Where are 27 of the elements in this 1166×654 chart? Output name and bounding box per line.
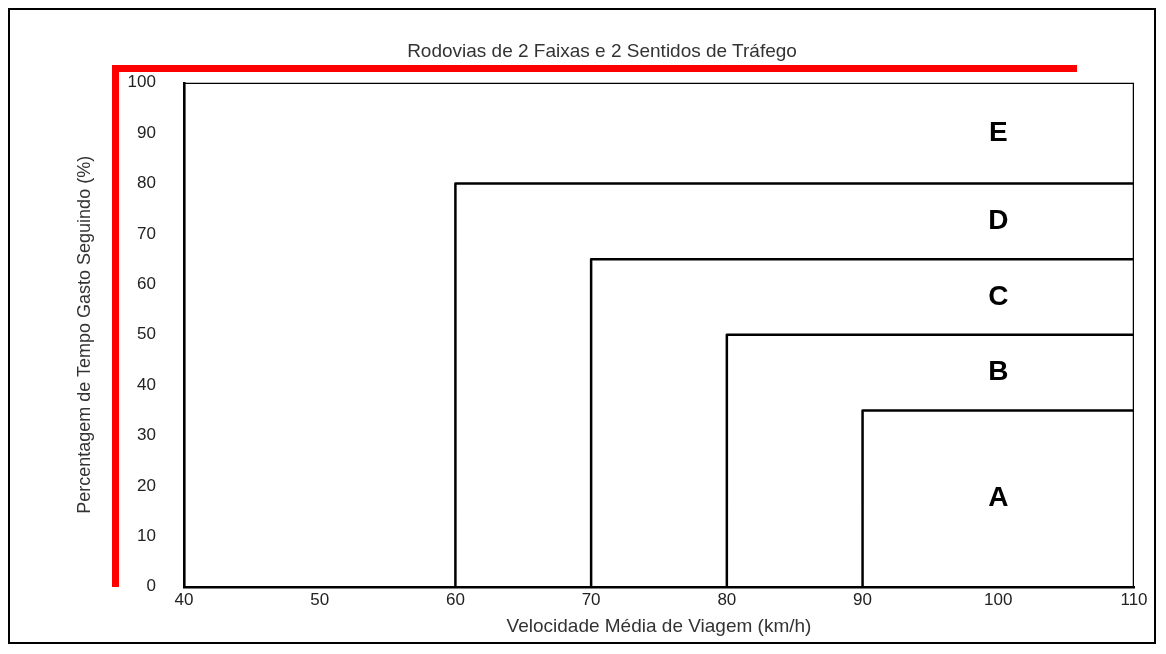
y-tick-label: 90 [137,122,156,142]
x-tick-label: 110 [1120,589,1148,609]
annotation: D [988,204,1009,236]
y-tick-label: 20 [137,475,156,495]
y-tick-label: 60 [137,274,156,294]
y-tick-label: 10 [137,526,156,546]
annotation: E [988,115,1008,147]
x-tick-label: 70 [581,589,601,609]
x-tick-label: 60 [445,589,465,609]
y-tick-label: 0 [146,576,156,596]
x-tick-label: 40 [174,589,194,609]
x-axis-title: Velocidade Média de Viagem (km/h) [506,614,812,636]
annotation: C [988,279,1009,311]
y-tick-label: 100 [127,72,156,92]
x-tick-label: 100 [984,589,1013,609]
y-tick-label: 70 [137,223,156,243]
x-tick-label: 50 [310,589,330,609]
y-tick-label: 80 [137,173,156,193]
chart-title: Rodovias de 2 Faixas e 2 Sentidos de Tráfego [407,39,797,61]
annotation: A [988,481,1009,513]
y-tick-label: 40 [137,374,156,394]
x-tick-label: 90 [853,589,873,609]
y-tick-label: 30 [137,425,156,445]
y-tick-label: 50 [137,324,156,344]
annotation: B [988,355,1009,387]
x-tick-label: 80 [717,589,737,609]
y-axis-title: Percentagem de Tempo Gasto Seguindo (%) [73,155,94,514]
